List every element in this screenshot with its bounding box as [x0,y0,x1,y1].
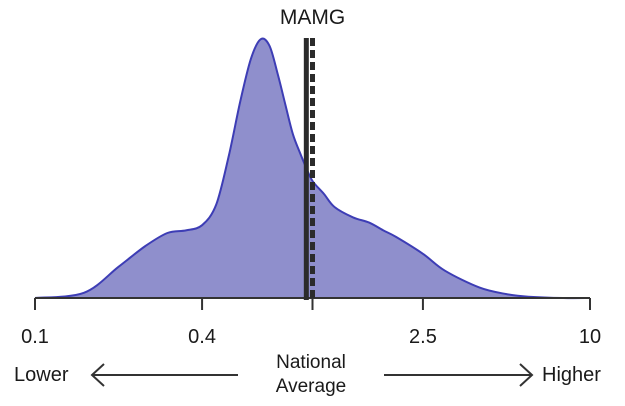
x-tick-label: 0.4 [188,326,216,348]
x-tick-label: 10 [578,326,602,348]
higher-label: Higher [542,364,601,386]
x-tick-label: 0.1 [21,326,49,348]
average-label: Average [275,376,347,397]
direction-arrows [90,363,534,387]
density-area [34,37,591,300]
x-tick-label: 2.5 [409,326,437,348]
right-arrow-icon [519,363,534,387]
x-ticks [34,298,591,310]
lower-label: Lower [14,364,69,386]
chart-title: MAMG [279,6,346,29]
national-label: National [276,352,346,373]
left-arrow-icon [90,363,105,387]
